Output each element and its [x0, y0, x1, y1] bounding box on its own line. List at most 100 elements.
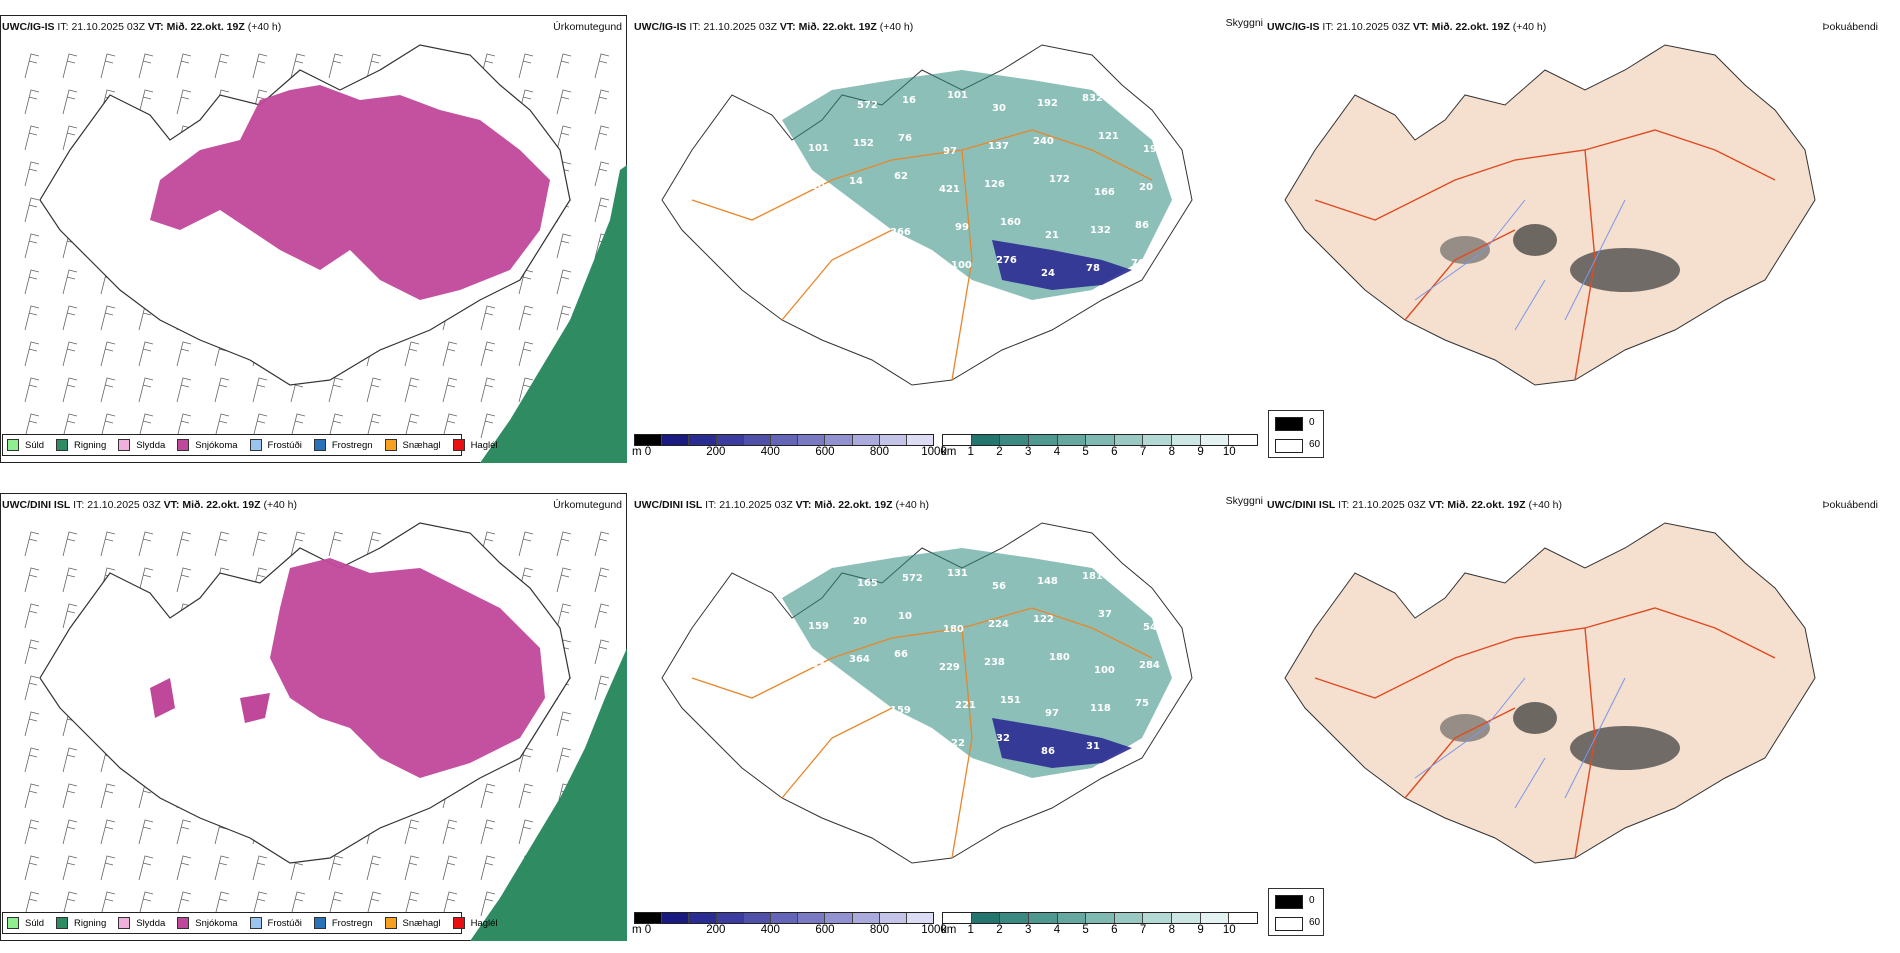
- wind-barb-icon: [290, 413, 306, 439]
- wind-barb-icon: [290, 531, 306, 557]
- wind-barb-icon: [176, 341, 192, 367]
- wind-barb-icon: [24, 747, 40, 773]
- legend-swatch: [384, 439, 397, 451]
- visibility-value-label: 21: [1045, 230, 1059, 241]
- colorbar-tick: 1: [967, 446, 974, 458]
- wind-barb-icon: [480, 377, 496, 403]
- visibility-value-label: 181: [1082, 571, 1103, 582]
- visibility-value-label: 37: [1098, 609, 1112, 620]
- colorbar-tick: 10: [1222, 446, 1236, 458]
- panel-header: UWC/IG-IS IT: 21.10.2025 03Z VT: Mið. 22…: [2, 21, 282, 33]
- colorbar-segment: [1086, 913, 1115, 923]
- wind-barb-icon: [62, 305, 78, 331]
- visibility-value-label: 132: [1090, 225, 1111, 236]
- fog-patch: [1570, 248, 1680, 292]
- visibility-panel: 31 165 572 131 56 148 181 913 159 20 10 180 224 122 37…: [632, 478, 1265, 953]
- visibility-value-label: 105: [841, 748, 862, 759]
- fog-legend-label-60: 60: [1309, 439, 1321, 450]
- visibility-value-label: 151: [1000, 695, 1021, 706]
- fog-legend-label-60: 60: [1309, 917, 1321, 928]
- wind-barb-icon: [556, 305, 572, 331]
- wind-barb-icon: [24, 377, 40, 403]
- legend-item: Frostúði: [249, 439, 302, 451]
- colorbar-segment: [1229, 913, 1258, 923]
- wind-barb-icon: [556, 125, 572, 151]
- colorbar-segment: [1114, 435, 1144, 445]
- visibility-map: 31 165 572 131 56 148 181 913 159 20 10 180 224 122 37…: [661, 522, 1193, 864]
- visibility-value-label: 101: [947, 90, 968, 101]
- wind-barb-icon: [62, 89, 78, 115]
- wind-barb-icon: [100, 783, 116, 809]
- ceiling-unit: m: [632, 924, 642, 936]
- fog-patch: [1570, 726, 1680, 770]
- colorbar-tick: 5: [1082, 924, 1089, 936]
- wind-barb-icon: [518, 53, 534, 79]
- wind-barb-icon: [366, 53, 382, 79]
- wind-barb-icon: [404, 341, 420, 367]
- visibility-shading: [782, 70, 1172, 300]
- legend-item: Frostúði: [249, 917, 302, 929]
- visibility-value-label: 224: [988, 619, 1009, 630]
- fog-legend-label-0: 0: [1309, 895, 1315, 906]
- visibility-value-label: 24: [1041, 268, 1055, 279]
- road-network: [691, 129, 1153, 381]
- wind-barb-icon: [24, 675, 40, 701]
- legend-swatch: [384, 917, 397, 929]
- legend-label: Rigning: [74, 439, 107, 451]
- wind-barb-icon: [24, 233, 40, 259]
- wind-barb-icon: [518, 305, 534, 331]
- colorbar-tick: 2: [996, 924, 1003, 936]
- legend-swatch: [452, 439, 465, 451]
- visibility-value-label: 31: [1086, 741, 1100, 752]
- wind-barb-icon: [24, 567, 40, 593]
- colorbar-tick: 10: [1222, 924, 1236, 936]
- colorbar-segment: [689, 913, 717, 923]
- visibility-value-label: 62: [894, 171, 908, 182]
- wind-barb-icon: [138, 341, 154, 367]
- colorbar-segment: [770, 435, 799, 445]
- visibility-value-label: 284: [1139, 660, 1160, 671]
- iceland-outline: [1284, 44, 1816, 386]
- wind-barb-icon: [24, 53, 40, 79]
- colorbar-segment: [1143, 435, 1173, 445]
- colorbar-tick: 7: [1139, 924, 1147, 936]
- wind-barb-icon: [442, 855, 458, 881]
- ceiling-ticks: 0 200 400 600 800 1000: [634, 924, 947, 938]
- legend-label: Haglél: [470, 917, 498, 929]
- wind-barb-icon: [404, 891, 420, 917]
- visibility-value-label: 91: [800, 219, 814, 230]
- fog-map: [1284, 44, 1816, 386]
- wind-barb-icon: [518, 819, 534, 845]
- colorbar-segment: [662, 913, 690, 923]
- visibility-value-label: 238: [984, 657, 1005, 668]
- visibility-labels: 31 165 572 131 56 148 181 913 159 20 10 180 224 122 37…: [792, 565, 1168, 759]
- visibility-value-label: 165: [857, 578, 878, 589]
- legend-swatch: [313, 439, 326, 451]
- legend-label: Rigning: [74, 917, 107, 929]
- colorbar-tick: 800: [869, 924, 890, 936]
- wind-barb-icon: [214, 53, 230, 79]
- colorbar-tick: 1000: [921, 446, 947, 458]
- colorbar-tick: 6: [1111, 924, 1118, 936]
- wind-barb-icon: [24, 783, 40, 809]
- colorbar-tick: 400: [760, 446, 780, 458]
- colorbar-segment: [635, 913, 663, 923]
- wind-barb-icon: [62, 377, 78, 403]
- wind-barb-icon: [556, 89, 572, 115]
- wind-barb-icon: [252, 413, 268, 439]
- legend-label: Frostúði: [267, 917, 302, 929]
- wind-barb-icon: [176, 413, 192, 439]
- visibility-value-label: 266: [890, 227, 911, 238]
- colorbar-segment: [1028, 435, 1058, 445]
- forecast-row-dini: UWC/DINI ISL IT: 21.10.2025 03Z VT: Mið.…: [0, 478, 1900, 953]
- colorbar-tick: 200: [706, 446, 726, 458]
- wind-barb-icon: [404, 855, 420, 881]
- fog-legend-swatch-0: [1275, 417, 1303, 431]
- wind-barb-icon: [480, 891, 496, 917]
- colorbar-tick: 200: [706, 924, 726, 936]
- colorbar-segment: [879, 913, 907, 923]
- visibility-value-label: 148: [1037, 576, 1058, 587]
- colorbar-tick: 2: [996, 446, 1003, 458]
- visibility-value-label: 180: [1049, 652, 1070, 663]
- wind-barb-icon: [480, 413, 496, 439]
